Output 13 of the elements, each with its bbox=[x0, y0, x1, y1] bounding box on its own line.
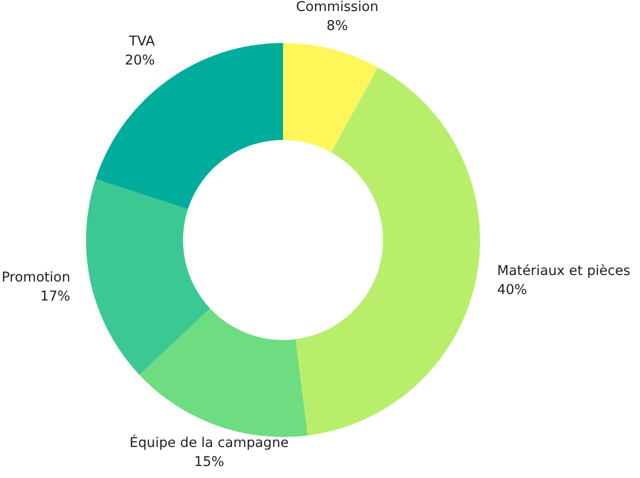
slice-label: Promotion bbox=[2, 270, 70, 286]
slice-label: Matériaux et pièces bbox=[497, 262, 630, 279]
data-label: 8% bbox=[326, 18, 348, 34]
slice-label: Équipe de la campagne bbox=[130, 434, 289, 452]
data-label: 15% bbox=[194, 454, 224, 470]
slice-label: Commission bbox=[296, 0, 378, 15]
data-label: 20% bbox=[124, 52, 156, 69]
donut-slice bbox=[86, 179, 210, 375]
slice-label: TVA bbox=[128, 34, 156, 50]
donut-slice bbox=[296, 67, 480, 436]
donut-slice bbox=[283, 43, 378, 152]
data-label: 17% bbox=[40, 288, 70, 305]
data-label: 40% bbox=[497, 282, 528, 298]
